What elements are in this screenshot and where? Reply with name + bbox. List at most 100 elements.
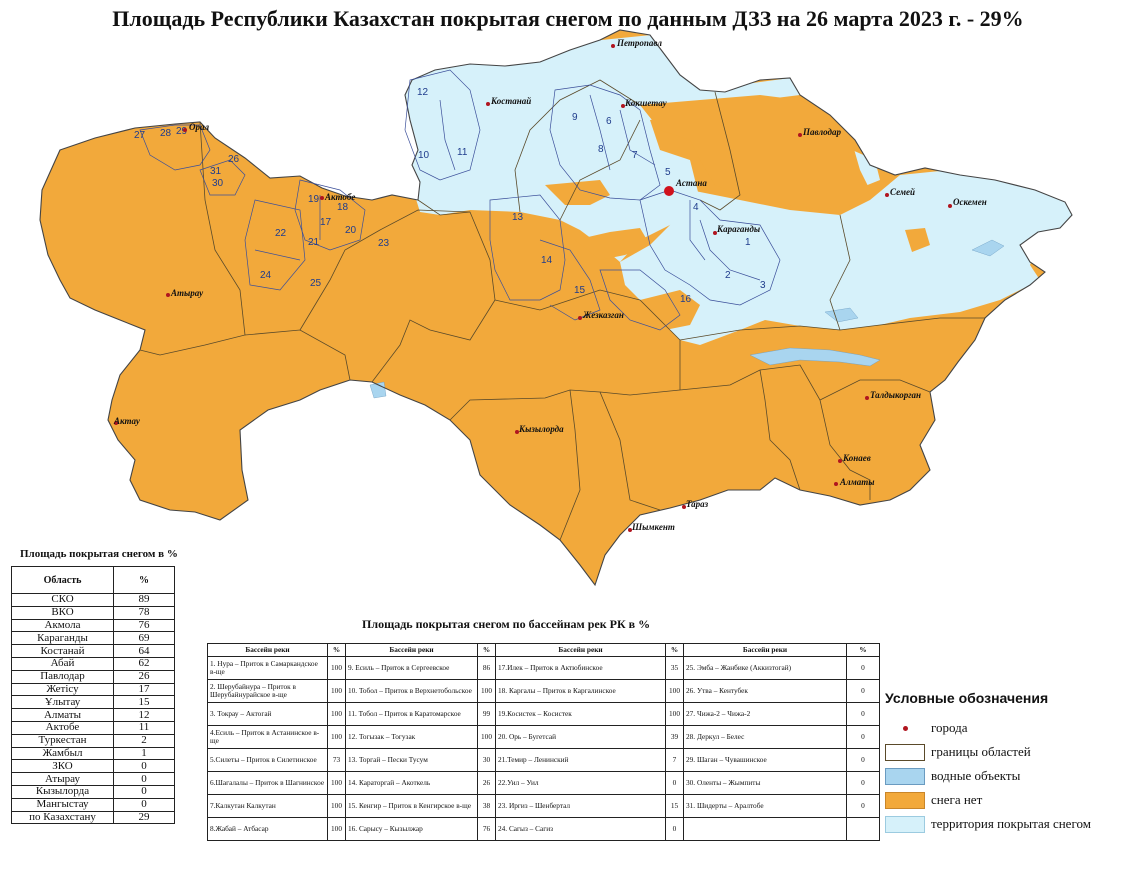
basin-name-cell: 3. Токрау – Актогай xyxy=(207,702,328,726)
basin-percent-cell: 100 xyxy=(665,679,684,703)
region-name-cell: по Казахстану xyxy=(11,810,114,825)
basin-percent-cell: 0 xyxy=(846,656,880,680)
region-table-title: Площадь покрытая снегом в % xyxy=(20,548,178,560)
table-row: 7.Калкутан Калкутан 100 15. Кенгир – Прито… xyxy=(207,794,880,818)
basin-percent-cell: 39 xyxy=(665,725,684,749)
basin-name-cell: 4.Есиль – Приток в Астанинское в-ще xyxy=(207,725,328,749)
basin-percent-cell: 0 xyxy=(846,748,880,772)
region-percent-cell: 69 xyxy=(113,631,175,646)
city-label-pavlodar: Павлодар xyxy=(802,127,841,137)
basin-snow-table: Бассейн реки % Бассейн реки % Бассейн ре… xyxy=(207,643,880,841)
basin-name-cell: 16. Сарысу – Кызылжар xyxy=(345,817,478,841)
basin-number: 6 xyxy=(606,116,612,127)
region-percent-cell: 17 xyxy=(113,682,175,697)
water-bodies xyxy=(369,239,1005,399)
basin-name-cell: 28. Деркул – Белес xyxy=(683,725,847,749)
city-label-aktobe: Актобе xyxy=(324,192,355,202)
basin-name-cell: 27. Чижа-2 – Чижа-2 xyxy=(683,702,847,726)
kazakhstan-snow-map: 1 2 3 4 5 6 7 8 9 10 11 12 13 14 15 16 1… xyxy=(39,29,1073,586)
table-row: Мангыстау 0 xyxy=(11,797,175,812)
region-percent-cell: 62 xyxy=(113,656,175,671)
city-label-petropavl: Петропавл xyxy=(616,38,662,48)
basin-percent-cell: 0 xyxy=(665,771,684,795)
basin-name-cell: 7.Калкутан Калкутан xyxy=(207,794,328,818)
basin-percent-cell: 100 xyxy=(477,725,496,749)
basin-name-cell: 9. Есиль – Приток в Сергеевское xyxy=(345,656,478,680)
table-header: % xyxy=(477,643,496,657)
region-name-cell: Мангыстау xyxy=(11,797,114,812)
no-snow-swatch-icon xyxy=(885,791,925,809)
snow-covered-areas xyxy=(356,30,1072,420)
region-percent-cell: 12 xyxy=(113,708,175,722)
city-labels: Петропавл Костанай Кокшетау Павлодар Сем… xyxy=(113,38,987,532)
region-name-cell: Ұлытау xyxy=(11,695,114,710)
legend-item-boundaries: границы областей xyxy=(885,740,1125,764)
basin-table-title: Площадь покрытая снегом по бассейнам рек… xyxy=(362,617,651,631)
legend-item-cities: города xyxy=(885,716,1125,740)
region-percent-cell: 0 xyxy=(113,784,175,799)
table-row: 5.Силеты – Приток в Силетинское 73 13. Тор… xyxy=(207,748,880,772)
city-label-kokshetau: Кокшетау xyxy=(624,98,668,108)
region-name-cell: Костанай xyxy=(11,644,114,658)
city-markers xyxy=(114,44,952,532)
city-label-taraz: Тараз xyxy=(686,499,709,509)
basin-name-cell: 30. Оленты – Жымпиты xyxy=(683,771,847,795)
table-row: 6.Шагалалы – Приток в Шагнинское 100 14. К… xyxy=(207,771,880,795)
table-header: Область xyxy=(11,566,114,594)
basin-number: 11 xyxy=(457,147,468,158)
basin-name-cell: 5.Силеты – Приток в Силетинское xyxy=(207,748,328,772)
legend-item-water: водные объекты xyxy=(885,764,1125,788)
basin-percent-cell: 30 xyxy=(477,748,496,772)
basin-percent-cell: 73 xyxy=(327,748,346,772)
basin-number: 31 xyxy=(210,166,222,177)
basin-number: 14 xyxy=(541,255,553,266)
basin-name-cell: 25. Эмба – Жанбике (Аккизтогай) xyxy=(683,656,847,680)
basin-number: 22 xyxy=(275,228,287,239)
region-percent-cell: 15 xyxy=(113,695,175,710)
table-row: Абай 62 xyxy=(11,656,175,671)
basin-percent-cell: 99 xyxy=(477,702,496,726)
basin-percent-cell xyxy=(846,817,880,841)
basin-percent-cell: 100 xyxy=(665,702,684,726)
basin-number: 16 xyxy=(680,294,692,305)
water-swatch-icon xyxy=(885,767,925,785)
basin-percent-cell: 0 xyxy=(665,817,684,841)
table-header: % xyxy=(113,566,175,594)
table-header: % xyxy=(846,643,880,657)
region-boundaries xyxy=(39,29,1073,586)
basin-number: 20 xyxy=(345,225,357,236)
basin-percent-cell: 100 xyxy=(327,656,346,680)
basin-name-cell: 19.Косистек – Косистек xyxy=(495,702,666,726)
basin-percent-cell: 100 xyxy=(327,702,346,726)
basin-number: 25 xyxy=(310,278,322,289)
basin-percent-cell: 76 xyxy=(477,817,496,841)
table-row: 2. Шерубайнура – Приток в Шерубайнурайск… xyxy=(207,679,880,703)
basin-name-cell: 23. Иргиз – Шенбертал xyxy=(495,794,666,818)
region-name-cell: ВКО xyxy=(11,605,114,620)
basin-name-cell: 17.Илек – Приток в Актюбинское xyxy=(495,656,666,680)
region-name-cell: Жамбыл xyxy=(11,746,114,761)
region-name-cell: ЗКО xyxy=(11,759,114,774)
basin-number: 18 xyxy=(337,202,349,213)
region-percent-cell: 29 xyxy=(113,810,175,825)
basin-percent-cell: 0 xyxy=(846,679,880,703)
region-name-cell: Караганды xyxy=(11,631,114,646)
table-row: по Казахстану 29 xyxy=(11,810,175,825)
basin-number: 8 xyxy=(598,144,604,155)
basin-number: 7 xyxy=(632,150,638,161)
city-label-kostanay: Костанай xyxy=(490,96,531,106)
table-header: % xyxy=(327,643,346,657)
basin-percent-cell: 15 xyxy=(665,794,684,818)
basin-percent-cell: 35 xyxy=(665,656,684,680)
region-name-cell: СКО xyxy=(11,593,114,607)
basin-name-cell xyxy=(683,817,847,841)
basin-number: 24 xyxy=(260,270,272,281)
legend-label: города xyxy=(931,720,968,735)
city-label-shymkent: Шымкент xyxy=(631,522,675,532)
basin-percent-cell: 0 xyxy=(846,702,880,726)
basin-number: 21 xyxy=(308,237,320,248)
basin-name-cell: 26. Утва – Кентубек xyxy=(683,679,847,703)
basin-number: 12 xyxy=(417,87,429,98)
table-row: Ұлытау 15 xyxy=(11,695,175,710)
region-name-cell: Атырау xyxy=(11,772,114,786)
